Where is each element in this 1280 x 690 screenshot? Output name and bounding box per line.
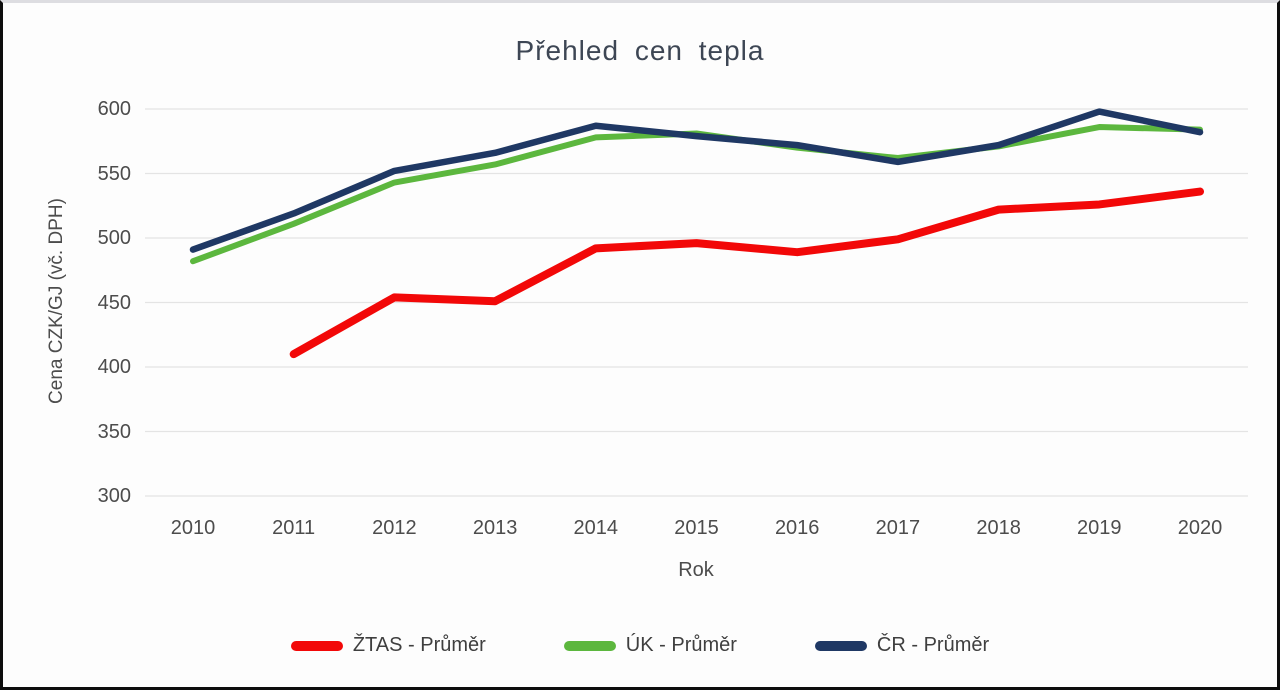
x-tick-label: 2014: [573, 517, 619, 539]
x-tick-label: 2011: [272, 517, 316, 539]
x-tick-label: 2020: [1177, 517, 1223, 539]
legend-line-marker-icon: [290, 640, 343, 651]
legend-label: ÚK - Průměr: [625, 634, 737, 656]
x-tick-label: 2012: [372, 517, 417, 539]
legend-item: ÚK - Průměr: [563, 634, 737, 657]
plot-area: [145, 108, 1248, 497]
y-tick-label: 350: [97, 420, 131, 443]
legend: ŽTAS - Průměr ÚK - Průměr ČR - Průměr: [3, 634, 1277, 657]
x-tick-label: 2010: [170, 517, 216, 539]
series-line: [189, 108, 1204, 253]
legend-item: ŽTAS - Průměr: [290, 634, 486, 657]
legend-line-marker-icon: [563, 640, 616, 651]
legend-item: ČR - Průměr: [814, 634, 990, 657]
x-tick-label: 2016: [774, 517, 820, 539]
series-line: [289, 187, 1204, 359]
x-tick-label: 2013: [472, 517, 518, 539]
legend-line-marker-icon: [814, 640, 867, 651]
y-tick-label: 500: [97, 227, 131, 249]
y-tick-label: 600: [97, 98, 131, 120]
x-tick-label: 2015: [674, 517, 719, 539]
y-tick-label: 300: [97, 485, 131, 507]
y-axis-title: Cena CZK/GJ (vč. DPH): [46, 198, 67, 404]
y-tick-label: 400: [97, 356, 131, 378]
chart-title: Přehled cen tepla: [515, 35, 765, 66]
legend-label: ŽTAS - Průměr: [352, 634, 486, 656]
x-tick-label: 2017: [875, 517, 921, 539]
x-axis-title: Rok: [678, 559, 714, 581]
x-tick-label: 2019: [1077, 517, 1122, 539]
y-tick-label: 450: [97, 291, 131, 314]
x-tick-label: 2018: [976, 517, 1021, 539]
y-tick-label: 550: [97, 162, 131, 185]
legend-label: ČR - Průměr: [876, 634, 990, 656]
